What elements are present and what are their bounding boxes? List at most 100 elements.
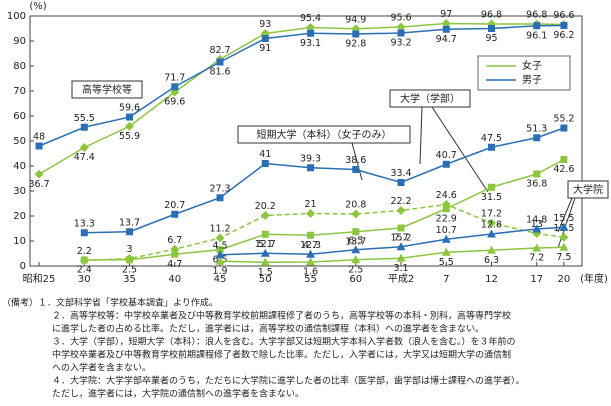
marker — [559, 242, 569, 251]
note-line: 中学校卒業者及び中等教育学校前期課程修了者数で除した比率。ただし，入学者には，大… — [52, 349, 511, 361]
marker — [126, 228, 134, 236]
x-tick-label: 昭和25 — [23, 273, 56, 285]
marker — [396, 22, 406, 32]
marker — [260, 257, 270, 266]
legend-label: 男子 — [522, 74, 542, 86]
data-label: 36.7 — [28, 179, 49, 190]
x-tick-label: 60 — [349, 274, 362, 285]
data-label: 91 — [259, 43, 271, 54]
annotation: 大学院 — [573, 183, 603, 196]
note-line: ただし，進学者には，大学院の通信制への進学者を含まない。 — [52, 388, 304, 400]
marker — [171, 83, 179, 91]
marker — [171, 210, 179, 218]
y-tick-label: 20 — [13, 211, 26, 222]
marker — [79, 143, 89, 152]
data-label: 2.2 — [77, 246, 92, 257]
annotation: 高等学校等 — [82, 83, 132, 96]
data-label: 4.5 — [212, 240, 227, 251]
data-label: 3.1 — [393, 263, 408, 274]
y-tick-label: 70 — [13, 86, 26, 97]
y-tick-label: 100 — [7, 11, 26, 22]
data-label: 6.7 — [167, 235, 182, 246]
data-label: 12.8 — [481, 220, 502, 231]
marker — [397, 179, 405, 186]
data-label: 7.5 — [556, 252, 571, 263]
marker — [215, 256, 225, 265]
x-tick-label: 45 — [214, 274, 227, 285]
marker — [80, 229, 88, 237]
data-label: 13.7 — [345, 236, 366, 247]
marker — [532, 224, 542, 233]
x-tick-label: 35 — [123, 274, 136, 285]
marker — [261, 230, 269, 238]
marker — [397, 224, 405, 232]
data-label: 2.4 — [77, 265, 92, 276]
data-label: 7.2 — [529, 253, 544, 264]
series-line — [84, 127, 565, 234]
data-label: 94.9 — [345, 14, 366, 25]
x-tick-label: 40 — [168, 274, 181, 285]
note-line: ３．大学（学部），短期大学（本科）：浪人を含む。大学学部又は短期大学本科入学者数… — [52, 336, 516, 348]
data-label: 40.7 — [436, 150, 457, 161]
series-line — [84, 203, 565, 262]
marker — [35, 142, 43, 150]
marker — [352, 166, 360, 173]
data-label: 10.7 — [436, 225, 457, 236]
data-label: 92.8 — [345, 39, 366, 50]
data-label: 27.3 — [209, 183, 230, 194]
data-label: 22.9 — [436, 213, 457, 224]
leader-line — [557, 197, 573, 233]
series-line — [84, 158, 565, 261]
data-label: 1.5 — [258, 267, 273, 278]
x-tick-label: 50 — [259, 274, 272, 285]
data-label: 4.7 — [303, 240, 318, 251]
marker — [216, 246, 224, 254]
data-label: 22.2 — [390, 196, 411, 207]
marker — [559, 222, 569, 231]
marker — [260, 211, 270, 220]
notes: （備考）１．文部科学省「学校基本調査」より作成。２．高等学校等：中学校卒業者及び… — [2, 297, 525, 400]
marker — [260, 248, 270, 257]
marker — [397, 29, 405, 37]
marker — [352, 30, 360, 38]
data-label: 96.6 — [553, 10, 574, 21]
marker — [126, 113, 134, 121]
data-label: 12.7 — [255, 239, 276, 250]
data-label: 51.3 — [526, 123, 547, 134]
annotation-box — [237, 125, 411, 144]
data-label: 17.2 — [481, 209, 502, 220]
data-label: 82.7 — [209, 45, 230, 56]
data-label: 97 — [440, 9, 452, 20]
data-label: 93.1 — [300, 38, 321, 49]
data-label: 95 — [485, 33, 497, 44]
marker — [216, 194, 224, 202]
marker — [307, 231, 315, 239]
data-label: 2.5 — [348, 264, 363, 275]
y-tick-label: 80 — [13, 61, 26, 72]
data-label: 4.7 — [167, 259, 182, 270]
note-line: に進学した者の占める比率。ただし，進学者には，高等学校の通信制課程（本科）への進… — [52, 323, 484, 335]
data-label: 41 — [259, 149, 271, 160]
y-tick-label: 10 — [13, 236, 26, 247]
annotation-box — [71, 80, 143, 99]
note-line: への入学者を含まない。 — [52, 362, 151, 374]
marker — [396, 206, 406, 215]
data-label: 55.2 — [553, 114, 574, 125]
marker — [488, 183, 496, 191]
marker — [488, 143, 496, 151]
data-label: 94.7 — [436, 34, 457, 45]
data-label: 6.3 — [484, 255, 499, 266]
data-label: 2.5 — [122, 264, 137, 275]
y-tick-label: 30 — [13, 186, 26, 197]
leader-line — [419, 106, 423, 165]
note-line: ２．高等学校等：中学校卒業者及び中等教育学校前期課程修了者のうち，高等学校等の本… — [52, 310, 511, 322]
data-label: 1.9 — [212, 266, 227, 277]
annotation-box — [567, 180, 609, 199]
data-label: 36.8 — [526, 179, 547, 190]
data-label: 47.4 — [74, 152, 95, 163]
marker — [261, 160, 269, 167]
marker — [79, 256, 89, 265]
marker — [560, 124, 568, 132]
data-label: 93.2 — [390, 38, 411, 49]
